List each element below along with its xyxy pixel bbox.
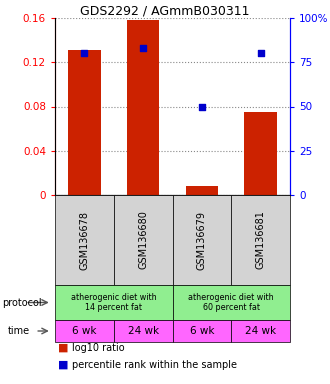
Text: 24 wk: 24 wk — [245, 326, 276, 336]
Bar — [186, 186, 218, 195]
Text: GSM136681: GSM136681 — [256, 210, 266, 270]
Text: ■: ■ — [58, 343, 69, 353]
Text: GDS2292 / AGmmB030311: GDS2292 / AGmmB030311 — [80, 5, 250, 18]
Text: log10 ratio: log10 ratio — [72, 343, 124, 353]
Bar — [245, 112, 277, 195]
Bar — [68, 50, 101, 195]
Text: 6 wk: 6 wk — [190, 326, 214, 336]
Text: percentile rank within the sample: percentile rank within the sample — [72, 360, 237, 370]
Text: GSM136680: GSM136680 — [138, 210, 148, 270]
Text: time: time — [8, 326, 30, 336]
Bar — [127, 20, 159, 195]
Text: GSM136679: GSM136679 — [197, 210, 207, 270]
Point — [258, 50, 263, 56]
Text: 24 wk: 24 wk — [128, 326, 159, 336]
Text: 6 wk: 6 wk — [72, 326, 97, 336]
Text: ■: ■ — [58, 360, 69, 370]
Text: protocol: protocol — [2, 298, 41, 308]
Point — [199, 103, 205, 109]
Text: atherogenic diet with
14 percent fat: atherogenic diet with 14 percent fat — [71, 293, 156, 312]
Text: GSM136678: GSM136678 — [80, 210, 89, 270]
Point — [141, 45, 146, 51]
Point — [82, 50, 87, 56]
Text: atherogenic diet with
60 percent fat: atherogenic diet with 60 percent fat — [188, 293, 274, 312]
